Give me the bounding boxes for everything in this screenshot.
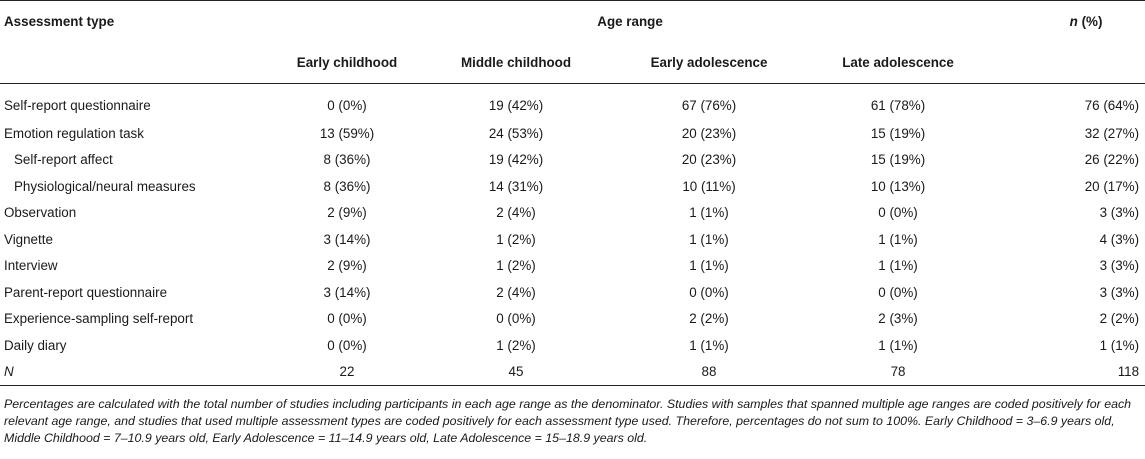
table-row: Parent-report questionnaire 3 (14%) 2 (4%)…: [0, 279, 1145, 306]
table-footnote: Percentages are calculated with the tota…: [4, 397, 1132, 446]
row-value: 8 (36%): [323, 178, 371, 194]
row-label: Self-report affect: [14, 152, 113, 168]
row-value: 13 (59%): [319, 125, 375, 141]
header-late-adolescence: Late adolescence: [808, 41, 989, 84]
row-value: 24 (53%): [488, 125, 544, 141]
row-value: 1 (1%): [878, 337, 918, 353]
row-label: Vignette: [4, 231, 53, 247]
table-row: Observation 2 (9%) 2 (4%) 1 (1%) 0 (0%) 3 (3%…: [0, 200, 1145, 227]
assessment-table-container: Assessment type Age range n (%) Early ch…: [0, 0, 1145, 386]
header-percent: (%): [1077, 13, 1103, 29]
header-middle-childhood: Middle childhood: [422, 41, 610, 84]
table-row-total: N 22 45 88 78 118: [0, 358, 1145, 386]
row-value: 1 (1%): [878, 258, 918, 274]
row-value: 4 (3%): [1099, 231, 1140, 247]
row-value: 20 (23%): [681, 152, 737, 168]
row-label: Self-report questionnaire: [4, 97, 151, 113]
row-value: 2 (9%): [327, 205, 367, 221]
row-value: 1 (2%): [496, 231, 536, 247]
row-value: 0 (0%): [327, 337, 367, 353]
table-row: Self-report affect 8 (36%) 19 (42%) 20 (23%…: [0, 147, 1145, 174]
row-value: 2 (4%): [496, 284, 536, 300]
row-value: 3 (3%): [1099, 205, 1140, 221]
header-early-childhood: Early childhood: [272, 41, 422, 84]
row-value: 3 (3%): [1099, 284, 1140, 300]
row-label: Physiological/neural measures: [14, 178, 196, 194]
total-label: N: [0, 358, 272, 386]
row-value: 10 (13%): [870, 178, 926, 194]
header-spacer-right: [988, 41, 1145, 84]
row-value: 1 (2%): [496, 337, 536, 353]
total-value: 118: [988, 358, 1145, 386]
row-label: Experience-sampling self-report: [4, 311, 194, 327]
row-value: 3 (14%): [323, 284, 371, 300]
row-value: 8 (36%): [323, 152, 371, 168]
row-value: 1 (1%): [689, 258, 729, 274]
row-value: 76 (64%): [1084, 97, 1140, 113]
header-row-columns: Early childhood Middle childhood Early a…: [0, 41, 1145, 84]
row-value: 0 (0%): [327, 97, 367, 113]
row-value: 26 (22%): [1084, 152, 1140, 168]
row-value: 2 (3%): [878, 311, 918, 327]
row-value: 2 (4%): [496, 205, 536, 221]
total-value: 78: [808, 358, 989, 386]
row-label: Observation: [4, 205, 77, 221]
header-n-italic: n: [1069, 13, 1078, 29]
row-value: 1 (1%): [689, 205, 729, 221]
row-value: 0 (0%): [878, 205, 918, 221]
table-row: Daily diary 0 (0%) 1 (2%) 1 (1%) 1 (1%) 1 (1%…: [0, 332, 1145, 359]
row-value: 0 (0%): [496, 311, 536, 327]
row-value: 2 (2%): [1099, 311, 1140, 327]
row-value: 20 (23%): [681, 125, 737, 141]
row-label: Parent-report questionnaire: [4, 284, 168, 300]
table-row: Experience-sampling self-report 0 (0%) 0 (…: [0, 306, 1145, 333]
total-value: 22: [272, 358, 422, 386]
row-value: 19 (42%): [488, 97, 544, 113]
row-label: Daily diary: [4, 337, 67, 353]
header-early-adolescence: Early adolescence: [610, 41, 808, 84]
header-n-percent: n (%): [988, 0, 1145, 41]
table-header: Assessment type Age range n (%) Early ch…: [0, 0, 1145, 84]
table-row: Self-report questionnaire 0 (0%) 19 (42%) 6…: [0, 84, 1145, 121]
row-value: 2 (9%): [327, 258, 367, 274]
table-row: Emotion regulation task 13 (59%) 24 (53%) 2…: [0, 120, 1145, 147]
row-value: 61 (78%): [870, 97, 926, 113]
row-value: 1 (1%): [1099, 337, 1140, 353]
row-value: 19 (42%): [488, 152, 544, 168]
header-assessment-type: Assessment type: [0, 0, 272, 41]
total-value: 45: [422, 358, 610, 386]
row-value: 0 (0%): [878, 284, 918, 300]
row-value: 1 (1%): [689, 337, 729, 353]
total-value: 88: [610, 358, 808, 386]
row-value: 14 (31%): [488, 178, 544, 194]
table-row: Physiological/neural measures 8 (36%) 14 (…: [0, 173, 1145, 200]
row-value: 3 (3%): [1099, 258, 1140, 274]
table-body: Self-report questionnaire 0 (0%) 19 (42%) 6…: [0, 84, 1145, 386]
row-value: 1 (1%): [878, 231, 918, 247]
row-label: Interview: [4, 258, 58, 274]
row-value: 15 (19%): [870, 125, 926, 141]
row-value: 10 (11%): [682, 178, 736, 194]
row-label: Emotion regulation task: [4, 125, 144, 141]
row-value: 3 (14%): [323, 231, 371, 247]
header-spacer-left: [0, 41, 272, 84]
row-value: 20 (17%): [1084, 178, 1140, 194]
assessment-table: Assessment type Age range n (%) Early ch…: [0, 0, 1145, 386]
table-row: Interview 2 (9%) 1 (2%) 1 (1%) 1 (1%) 3 (3%): [0, 253, 1145, 280]
table-row: Vignette 3 (14%) 1 (2%) 1 (1%) 1 (1%) 4 (3%): [0, 226, 1145, 253]
row-value: 0 (0%): [327, 311, 367, 327]
row-value: 67 (76%): [681, 97, 737, 113]
row-value: 1 (1%): [689, 231, 729, 247]
header-age-range: Age range: [272, 0, 989, 41]
row-value: 1 (2%): [496, 258, 536, 274]
row-value: 2 (2%): [689, 311, 729, 327]
row-value: 0 (0%): [689, 284, 729, 300]
row-value: 15 (19%): [870, 152, 926, 168]
row-value: 32 (27%): [1084, 125, 1140, 141]
header-row-top: Assessment type Age range n (%): [0, 0, 1145, 41]
